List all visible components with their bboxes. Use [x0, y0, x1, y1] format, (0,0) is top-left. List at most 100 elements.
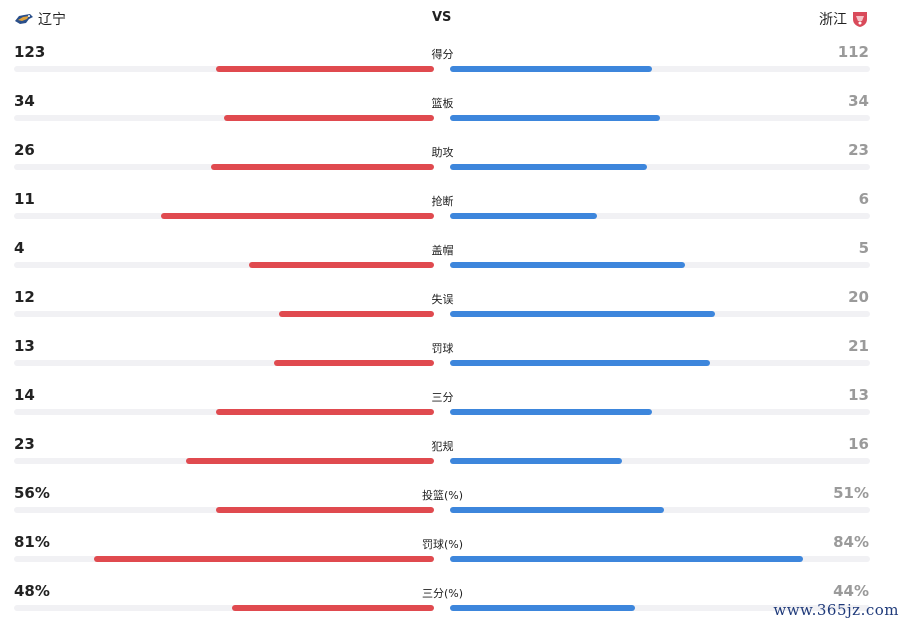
stat-row: 12 失误 20: [0, 288, 905, 337]
away-bar-track: [450, 262, 870, 268]
home-bar-track: [14, 115, 434, 121]
home-bar: [211, 164, 434, 170]
home-stat-value: 48%: [14, 582, 50, 600]
home-bar: [279, 311, 434, 317]
away-stat-value: 21: [848, 337, 869, 355]
stat-label: 罚球: [431, 342, 454, 355]
away-bar-track: [450, 66, 870, 72]
home-bar: [94, 556, 434, 562]
away-bar-track: [450, 556, 870, 562]
stat-row: 34 篮板 34: [0, 92, 905, 141]
stat-row: 23 犯规 16: [0, 435, 905, 484]
away-bar-track: [450, 458, 870, 464]
home-bar: [249, 262, 434, 268]
home-stat-value: 23: [14, 435, 35, 453]
home-stat-value: 81%: [14, 533, 50, 551]
home-bar-track: [14, 556, 434, 562]
away-stat-value: 16: [848, 435, 869, 453]
stat-label: 三分(%): [421, 587, 464, 600]
home-bar-track: [14, 360, 434, 366]
stat-row: 81% 罚球(%) 84%: [0, 533, 905, 582]
stat-label: 得分: [431, 48, 454, 61]
away-bar: [450, 115, 660, 121]
away-stat-value: 13: [848, 386, 869, 404]
home-bar: [224, 115, 434, 121]
away-bar-track: [450, 605, 870, 611]
stat-label: 失误: [431, 293, 454, 306]
away-bar: [450, 164, 647, 170]
away-bar-track: [450, 213, 870, 219]
home-bar: [274, 360, 434, 366]
away-stat-value: 51%: [833, 484, 869, 502]
stat-label: 三分: [431, 391, 454, 404]
stat-label: 犯规: [431, 440, 454, 453]
away-stat-value: 44%: [833, 582, 869, 600]
home-bar: [216, 507, 434, 513]
stat-label: 助攻: [431, 146, 454, 159]
away-bar: [450, 262, 685, 268]
home-bar-track: [14, 458, 434, 464]
home-stat-value: 11: [14, 190, 35, 208]
watermark-text: www.365jz.com: [773, 601, 899, 619]
stat-row: 13 罚球 21: [0, 337, 905, 386]
away-stat-value: 6: [858, 190, 869, 208]
stat-row: 11 抢断 6: [0, 190, 905, 239]
home-stat-value: 14: [14, 386, 35, 404]
stat-row: 123 得分 112: [0, 43, 905, 92]
away-bar: [450, 458, 622, 464]
home-stat-value: 12: [14, 288, 35, 306]
home-stat-value: 123: [14, 43, 46, 61]
home-bar-track: [14, 605, 434, 611]
away-bar-track: [450, 164, 870, 170]
home-bar-track: [14, 66, 434, 72]
stat-label: 投篮(%): [421, 489, 464, 502]
home-stat-value: 34: [14, 92, 35, 110]
stat-row: 48% 三分(%) 44%: [0, 582, 905, 625]
home-stat-value: 56%: [14, 484, 50, 502]
home-stat-value: 26: [14, 141, 35, 159]
match-header: 辽宁 VS 浙江: [0, 0, 905, 34]
away-stat-value: 20: [848, 288, 869, 306]
zhejiang-team-logo-icon: [853, 12, 867, 27]
stat-row: 4 盖帽 5: [0, 239, 905, 288]
away-bar-track: [450, 507, 870, 513]
away-bar-track: [450, 115, 870, 121]
stat-label: 盖帽: [431, 244, 454, 257]
away-stat-value: 34: [848, 92, 869, 110]
liaoning-team-logo-icon: [15, 14, 33, 24]
away-bar: [450, 507, 664, 513]
away-bar: [450, 360, 710, 366]
away-stat-value: 84%: [833, 533, 869, 551]
vs-label: VS: [432, 10, 452, 25]
stat-label: 篮板: [431, 97, 454, 110]
away-stat-value: 112: [837, 43, 869, 61]
home-bar: [161, 213, 434, 219]
away-team[interactable]: 浙江: [819, 9, 869, 29]
home-team[interactable]: 辽宁: [14, 9, 66, 29]
stat-row: 26 助攻 23: [0, 141, 905, 190]
stat-label: 罚球(%): [421, 538, 464, 551]
home-stat-value: 4: [14, 239, 25, 257]
home-bar: [186, 458, 434, 464]
away-stat-value: 5: [858, 239, 869, 257]
stat-label: 抢断: [431, 195, 454, 208]
away-bar: [450, 556, 803, 562]
home-stat-value: 13: [14, 337, 35, 355]
home-bar: [216, 409, 434, 415]
home-bar-track: [14, 262, 434, 268]
away-bar-track: [450, 409, 870, 415]
home-bar-track: [14, 507, 434, 513]
stat-row: 56% 投篮(%) 51%: [0, 484, 905, 533]
home-bar: [232, 605, 434, 611]
away-bar: [450, 66, 652, 72]
away-bar: [450, 311, 715, 317]
home-bar-track: [14, 311, 434, 317]
away-bar-track: [450, 311, 870, 317]
home-bar: [216, 66, 434, 72]
away-team-name: 浙江: [819, 12, 847, 28]
away-stat-value: 23: [848, 141, 869, 159]
away-bar: [450, 409, 652, 415]
stat-row: 14 三分 13: [0, 386, 905, 435]
away-bar-track: [450, 360, 870, 366]
